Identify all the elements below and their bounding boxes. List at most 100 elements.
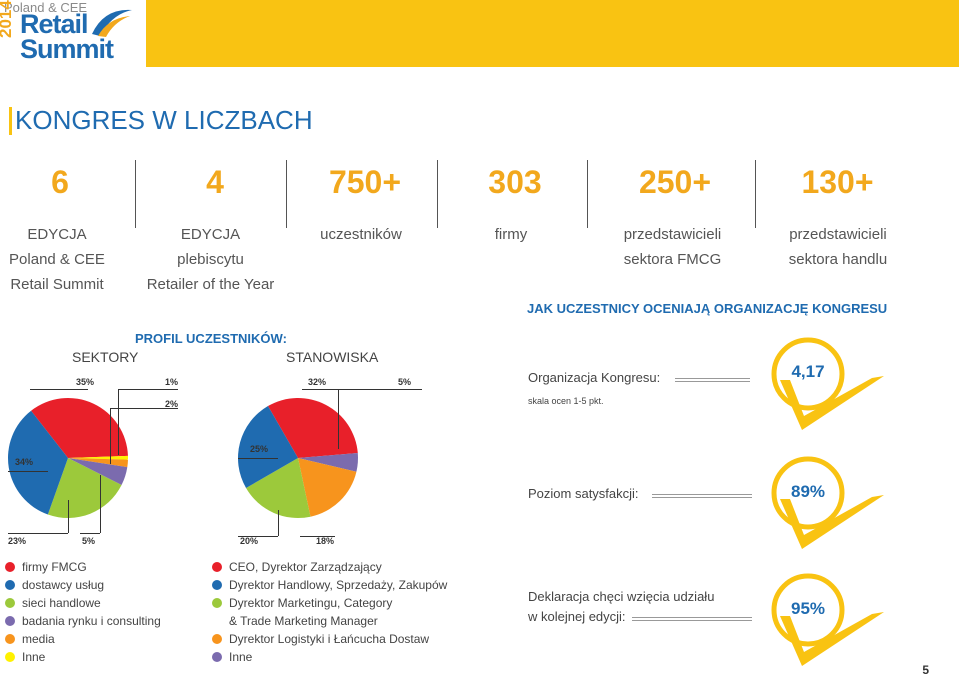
legend-swatch — [5, 652, 15, 662]
pie-slice — [8, 410, 68, 515]
leader-line — [302, 389, 422, 390]
legend-item: dostawcy usług — [5, 576, 161, 594]
declaration-line1: Deklaracja chęci wzięcia udziału — [528, 589, 715, 604]
profile-title: PROFIL UCZESTNIKÓW: — [135, 331, 287, 346]
legend-label: Inne — [22, 650, 46, 664]
legend-item: Dyrektor Logistyki i Łańcucha Dostaw — [212, 630, 447, 648]
leader-line — [8, 471, 48, 472]
stat-caption-line: Retailer of the Year — [146, 276, 275, 293]
check-icon — [771, 573, 884, 666]
leader-line — [278, 510, 279, 536]
legend-swatch — [5, 616, 15, 626]
satisfaction-label: Poziom satysfakcji: — [528, 486, 639, 501]
pct-label-logistics: 18% — [316, 536, 335, 546]
legend-item: badania rynku i consulting — [5, 612, 161, 630]
pie-slice — [68, 458, 128, 468]
legend-swatch — [212, 634, 222, 644]
leader-line — [118, 389, 178, 390]
pie-slice — [238, 406, 298, 488]
stat-divider — [587, 160, 588, 228]
pie-slice — [31, 398, 128, 458]
stat-value-plebiscite: 4 — [206, 164, 224, 200]
stat-value-retail: 130+ — [801, 164, 874, 200]
leader-line — [110, 408, 178, 409]
logo-word-summit: Summit — [20, 34, 114, 64]
legend-swatch — [5, 598, 15, 608]
ratings-title: JAK UCZESTNICY OCENIAJĄ ORGANIZACJĘ KONG… — [527, 301, 888, 316]
stat-divider — [437, 160, 438, 228]
legend-swatch — [5, 562, 15, 572]
leader-line — [338, 389, 339, 449]
legend-positions: CEO, Dyrektor Zarządzający Dyrektor Handl… — [212, 558, 447, 666]
dotted-leader — [632, 617, 752, 621]
logo-region: Poland & CEE — [4, 0, 88, 15]
legend-item: & Trade Marketing Manager — [212, 612, 447, 630]
stat-value-companies: 303 — [488, 164, 542, 200]
pie-slice — [298, 458, 357, 517]
stat-value-editions: 6 — [51, 164, 69, 200]
stat-caption-retail: przedstawicieli sektora handlu — [758, 222, 918, 272]
pie-chart-positions — [238, 398, 358, 518]
pct-label-media: 2% — [165, 399, 179, 409]
pie-slice — [268, 398, 358, 458]
legend-item: Inne — [212, 648, 447, 666]
pie-slice — [68, 455, 128, 460]
summit-logo: Poland & CEE 2014 Retail Summit — [0, 0, 140, 68]
stat-caption-line: sektora FMCG — [623, 251, 722, 268]
legend-item: media — [5, 630, 161, 648]
legend-label: sieci handlowe — [22, 596, 101, 610]
declaration-line2: w kolejnej edycji: — [528, 609, 626, 624]
leader-line — [238, 536, 278, 537]
legend-swatch — [212, 616, 222, 626]
dotted-leader — [652, 494, 752, 498]
leader-line — [30, 389, 88, 390]
legend-label: badania rynku i consulting — [22, 614, 161, 628]
stat-caption-line: EDYCJA — [27, 226, 87, 243]
scale-note: skala ocen 1-5 pkt. — [528, 396, 604, 406]
leader-line — [118, 389, 119, 455]
stat-caption-fmcg: przedstawicieli sektora FMCG — [595, 222, 750, 272]
stat-value-fmcg: 250+ — [638, 164, 712, 200]
stat-caption-line: przedstawicieli — [623, 226, 722, 243]
leader-line — [8, 533, 68, 534]
pie-slice — [68, 458, 128, 486]
legend-swatch — [212, 598, 222, 608]
stat-caption-editions: EDYCJA Poland & CEE Retail Summit — [0, 222, 114, 297]
pct-label-marketing: 20% — [240, 536, 259, 546]
legend-sectors: firmy FMCG dostawcy usług sieci handlowe ba… — [5, 558, 161, 666]
stat-caption-line: EDYCJA — [180, 226, 241, 243]
pie-slice — [298, 452, 358, 472]
satisfaction-score: 89% — [790, 482, 826, 501]
stat-caption-participants: uczestników — [290, 222, 432, 247]
legend-label: media — [22, 632, 55, 646]
legend-swatch — [5, 580, 15, 590]
legend-item: Inne — [5, 648, 161, 666]
pct-label-research: 5% — [82, 536, 96, 546]
legend-item: CEO, Dyrektor Zarządzający — [212, 558, 447, 576]
legend-label: dostawcy usług — [22, 578, 105, 592]
leader-line — [80, 533, 100, 534]
stat-caption-line: sektora handlu — [788, 251, 888, 268]
pie-chart-sectors — [8, 398, 128, 518]
leader-line — [100, 475, 101, 533]
pct-label-other: 1% — [165, 377, 179, 387]
pct-label-services: 34% — [15, 457, 34, 467]
legend-label: & Trade Marketing Manager — [229, 614, 378, 628]
org-score: 4,17 — [791, 362, 825, 381]
legend-swatch — [5, 634, 15, 644]
legend-swatch — [212, 562, 222, 572]
positions-label: STANOWISKA — [286, 349, 379, 365]
top-banner — [146, 0, 959, 67]
logo-swoosh-icon — [92, 9, 132, 37]
stat-caption-line: firmy — [494, 226, 528, 243]
org-label: Organizacja Kongresu: — [528, 370, 661, 385]
dotted-leader — [675, 378, 750, 382]
legend-label: firmy FMCG — [22, 560, 87, 574]
declaration-score: 95% — [790, 599, 826, 618]
legend-swatch — [212, 652, 222, 662]
legend-item: Dyrektor Handlowy, Sprzedaży, Zakupów — [212, 576, 447, 594]
stat-divider — [286, 160, 287, 228]
pct-label-sales: 25% — [250, 444, 269, 454]
sectors-label: SEKTORY — [72, 349, 139, 365]
check-icon — [771, 456, 884, 549]
